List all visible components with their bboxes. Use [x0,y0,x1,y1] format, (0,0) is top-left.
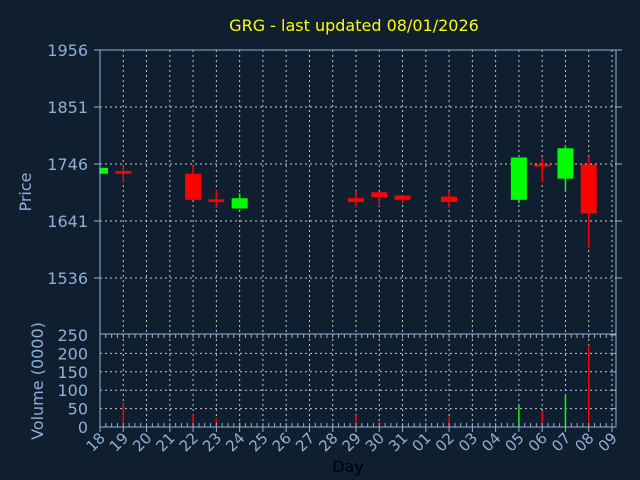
candle-body [348,198,364,202]
candle-body [441,196,458,202]
volume-tick-label: 150 [57,363,88,382]
x-axis-label: Day [332,457,364,476]
price-frame [99,49,617,335]
price-tick-label: 1851 [47,98,88,117]
x-tick-label: 09 [595,429,621,455]
price-tick-label: 1536 [47,269,88,288]
volume-bar [448,416,450,427]
volume-bar [587,345,590,427]
candle-body [580,164,597,214]
candle-body [394,195,411,200]
volume-bar [518,405,520,427]
volume-bar [192,414,194,427]
price-tick-label: 1641 [47,212,88,231]
axes: 1956185117461641153625020015010050018192… [47,41,622,455]
price-tick-label: 1746 [47,155,88,174]
candle-body [510,157,527,200]
price-axis-label: Price [16,172,35,211]
volume-frame [99,333,617,428]
candle-body [371,192,388,198]
volume-bar [355,415,357,427]
volume-tick-label: 100 [57,381,88,400]
volume-bar [541,410,543,427]
grid [100,50,616,427]
volume-bar [564,394,567,427]
candle-body [557,148,574,179]
candle-body [208,199,225,202]
candle-body [115,171,132,174]
candle-body [100,167,108,174]
candle-body [231,198,248,209]
volume-tick-label: 0 [78,418,88,437]
volume-axis-label: Volume (0000) [28,322,47,440]
volume-bar [122,402,125,427]
volume-tick-label: 200 [57,344,88,363]
volume-tick-label: 250 [57,326,88,345]
candle-body [534,164,551,167]
candle-body [185,173,202,200]
volume-tick-label: 50 [68,400,88,419]
chart-title: GRG - last updated 08/01/2026 [229,16,479,35]
price-tick-label: 1956 [47,41,88,60]
marks [99,145,597,427]
volume-bar [215,418,218,427]
